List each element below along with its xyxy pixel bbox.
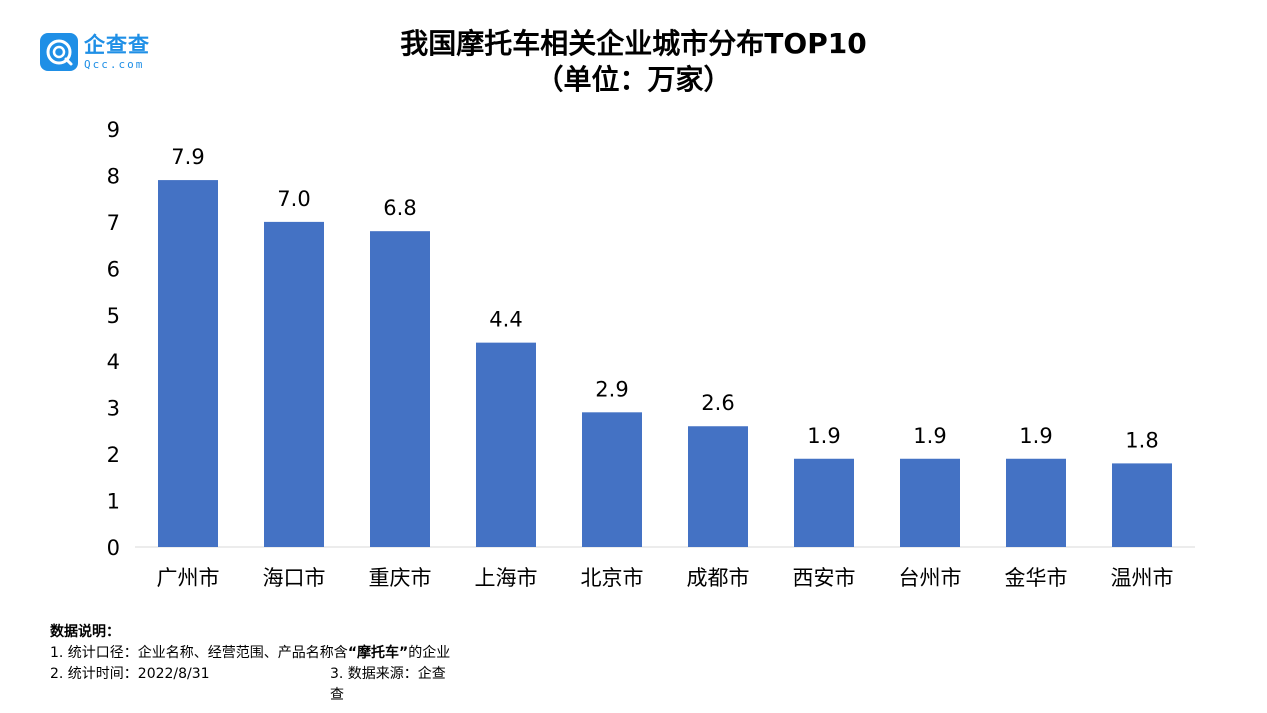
brand-name-cn: 企查查	[84, 32, 150, 57]
data-label: 2.9	[595, 377, 628, 401]
data-label: 4.4	[489, 308, 522, 332]
notes-line-2: 2. 统计时间：2022/8/31 3. 数据来源：企查查	[50, 664, 450, 703]
y-tick-label: 2	[107, 443, 120, 467]
y-tick-label: 6	[107, 257, 120, 281]
bar	[264, 221, 324, 547]
notes-line-1-keyword: “摩托车”	[347, 645, 409, 661]
x-tick-label: 温州市	[1111, 566, 1174, 590]
notes-heading: 数据说明：	[50, 624, 120, 640]
x-tick-label: 金华市	[1005, 566, 1068, 590]
notes-stat-time: 2. 统计时间：2022/8/31	[50, 666, 210, 682]
x-tick-label: 北京市	[581, 566, 644, 590]
x-tick-label: 重庆市	[369, 566, 432, 590]
bar	[1112, 463, 1172, 547]
bar	[688, 426, 748, 547]
x-tick-label: 西安市	[793, 566, 856, 590]
y-tick-label: 5	[107, 304, 120, 328]
bar	[1006, 458, 1066, 547]
notes-data-source: 3. 数据来源：企查查	[330, 666, 446, 703]
chart-subtitle: （单位：万家）	[535, 63, 732, 96]
y-tick-label: 1	[107, 490, 120, 514]
bar	[900, 458, 960, 547]
y-tick-label: 8	[107, 164, 120, 188]
qcc-logo-icon	[40, 33, 78, 71]
data-label: 7.0	[277, 187, 310, 211]
x-tick-label: 海口市	[263, 566, 326, 590]
notes-line-1: 1. 统计口径：企业名称、经营范围、产品名称含“摩托车”的企业	[50, 643, 450, 664]
bar	[582, 412, 642, 547]
chart-title: 我国摩托车相关企业城市分布TOP10	[400, 27, 867, 60]
x-tick-label: 上海市	[475, 566, 538, 590]
data-label: 1.9	[1019, 424, 1052, 448]
data-label: 1.9	[913, 424, 946, 448]
y-tick-label: 7	[107, 211, 120, 235]
bar	[476, 342, 536, 547]
y-tick-label: 0	[107, 536, 120, 560]
x-tick-label: 成都市	[687, 566, 750, 590]
data-label: 6.8	[383, 196, 416, 220]
notes-line-1-suffix: 的企业	[408, 645, 451, 661]
brand-logo: 企查查 Qcc.com	[40, 33, 150, 71]
y-tick-label: 3	[107, 397, 120, 421]
data-notes: 数据说明： 1. 统计口径：企业名称、经营范围、产品名称含“摩托车”的企业 2.…	[50, 622, 450, 703]
notes-line-1-prefix: 1. 统计口径：企业名称、经营范围、产品名称含	[50, 645, 348, 661]
data-label: 1.8	[1125, 428, 1158, 452]
x-tick-label: 广州市	[157, 566, 220, 590]
bar	[794, 458, 854, 547]
bar	[370, 231, 430, 547]
chart-title-block: 我国摩托车相关企业城市分布TOP10 （单位：万家）	[0, 26, 1267, 98]
y-tick-label: 9	[107, 118, 120, 142]
brand-name-en: Qcc.com	[84, 57, 145, 71]
data-label: 2.6	[701, 391, 734, 415]
data-label: 1.9	[807, 424, 840, 448]
data-label: 7.9	[171, 145, 204, 169]
y-tick-label: 4	[107, 350, 120, 374]
x-tick-label: 台州市	[899, 566, 962, 590]
bar	[158, 180, 218, 548]
